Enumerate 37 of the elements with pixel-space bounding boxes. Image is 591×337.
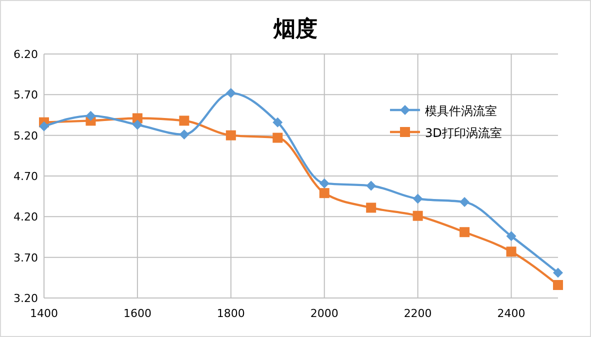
- point: [179, 116, 190, 126]
- point: [226, 88, 236, 98]
- y-tick-label: 4.70: [14, 170, 38, 183]
- point: [179, 130, 190, 140]
- point: [506, 231, 516, 242]
- x-tick-label: 2000: [310, 307, 338, 320]
- point: [132, 120, 142, 130]
- y-tick-label: 3.70: [14, 251, 38, 264]
- x-tick-label: 1400: [30, 307, 58, 320]
- y-tick-label: 3.20: [14, 292, 38, 305]
- y-tick-label: 5.20: [14, 129, 38, 142]
- point: [460, 197, 470, 208]
- point: [319, 178, 330, 188]
- point: [412, 210, 423, 221]
- point: [412, 194, 423, 204]
- x-tick-label: 1800: [216, 307, 245, 320]
- point: [86, 110, 96, 121]
- x-tick-label: 2200: [404, 307, 432, 320]
- point: [506, 246, 516, 257]
- y-tick-label: 6.20: [14, 48, 38, 61]
- point: [39, 121, 49, 132]
- point: [366, 202, 376, 213]
- point: [460, 227, 470, 238]
- legend-label: 3D打印涡流室: [425, 126, 502, 140]
- point: [553, 280, 563, 290]
- legend-label: 模具件涡流室: [425, 104, 497, 118]
- point: [319, 188, 330, 198]
- y-tick-label: 4.20: [14, 210, 38, 224]
- point: [366, 180, 376, 191]
- point: [226, 130, 236, 140]
- chart-title: 烟度: [272, 16, 318, 42]
- point: [272, 117, 283, 128]
- x-tick-label: 2400: [497, 307, 526, 320]
- y-tick-label: 5.70: [14, 88, 38, 102]
- point: [272, 132, 283, 143]
- point: [553, 268, 563, 278]
- x-tick-label: 1600: [123, 307, 152, 320]
